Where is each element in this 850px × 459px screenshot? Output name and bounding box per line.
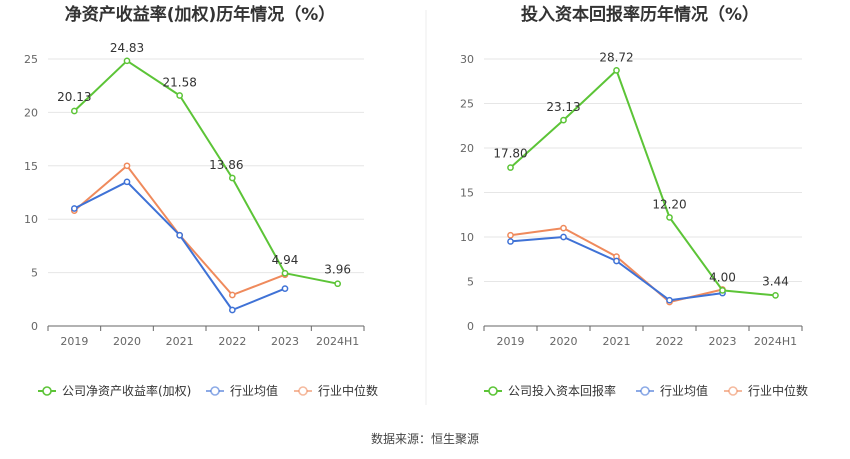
data-point (507, 231, 514, 239)
y-tick-label: 20 (24, 106, 38, 119)
data-point (123, 162, 131, 170)
data-label: 4.94 (272, 253, 299, 267)
data-label: 12.20 (652, 197, 686, 211)
y-tick-label: 25 (24, 53, 38, 66)
data-point (176, 231, 184, 239)
data-point (560, 233, 567, 241)
data-point (772, 292, 779, 299)
data-point (123, 57, 131, 65)
legend-swatch-marker (488, 386, 498, 396)
series-line (73, 164, 286, 296)
data-point (560, 224, 567, 232)
legend-swatch-marker (42, 386, 52, 396)
data-point (560, 116, 567, 124)
y-tick-label: 15 (24, 160, 38, 173)
legend-label: 行业均值 (230, 383, 278, 398)
data-point (281, 269, 289, 277)
data-label: 3.44 (762, 274, 789, 288)
legend-label: 行业中位数 (318, 383, 378, 398)
x-tick-label: 2020 (550, 335, 578, 348)
data-point (176, 92, 184, 99)
legend-swatch-marker (298, 386, 308, 396)
y-tick-label: 15 (460, 187, 474, 200)
series-line (73, 59, 338, 285)
legend-swatch-marker (640, 386, 650, 396)
x-tick-label: 2019 (60, 335, 88, 348)
series-line (73, 180, 286, 311)
y-tick-label: 5 (31, 267, 38, 280)
legend-swatch-marker (728, 386, 738, 396)
data-label: 28.72 (599, 50, 633, 64)
data-label: 17.80 (493, 147, 527, 161)
data-point (70, 107, 78, 115)
data-point (70, 205, 78, 212)
y-tick-label: 10 (24, 213, 38, 226)
data-point (281, 285, 289, 292)
chart-title: 投入资本回报率历年情况（%） (521, 4, 759, 25)
data-point (666, 214, 673, 221)
data-point (613, 67, 620, 74)
data-point (123, 178, 131, 186)
data-label: 24.83 (110, 41, 144, 55)
data-point (666, 296, 673, 304)
x-tick-label: 2023 (271, 335, 299, 348)
y-tick-label: 30 (460, 53, 474, 66)
data-label: 20.13 (57, 90, 91, 104)
chart-title: 净资产收益率(加权)历年情况（%） (65, 4, 336, 25)
data-point (334, 280, 342, 288)
legend-label: 公司投入资本回报率 (508, 383, 616, 398)
x-tick-label: 2024H1 (754, 335, 797, 348)
y-tick-label: 5 (467, 276, 474, 289)
data-label: 21.58 (162, 76, 196, 90)
data-point (228, 291, 236, 299)
data-point (613, 257, 620, 265)
legend-label: 公司净资产收益率(加权) (62, 383, 191, 398)
data-point (719, 287, 726, 294)
data-label: 4.00 (709, 270, 736, 284)
data-label: 23.13 (546, 100, 580, 114)
data-source-label: 数据来源：恒生聚源 (371, 431, 479, 446)
data-point (228, 306, 236, 314)
x-tick-label: 2019 (497, 335, 525, 348)
x-tick-label: 2023 (709, 335, 737, 348)
y-tick-label: 20 (460, 142, 474, 155)
data-point (507, 238, 514, 245)
legend-label: 行业均值 (660, 383, 708, 398)
legend-label: 行业中位数 (748, 383, 808, 398)
data-point (228, 174, 236, 182)
data-label: 3.96 (324, 263, 351, 277)
y-tick-label: 25 (460, 98, 474, 111)
y-tick-label: 0 (467, 320, 474, 333)
legend-swatch-marker (210, 386, 220, 396)
x-tick-label: 2024H1 (316, 335, 359, 348)
x-tick-label: 2020 (113, 335, 141, 348)
y-tick-label: 0 (31, 320, 38, 333)
series-line (509, 69, 776, 297)
y-tick-label: 10 (460, 231, 474, 244)
x-tick-label: 2022 (218, 335, 246, 348)
data-point (507, 164, 514, 171)
data-label: 13.86 (209, 158, 243, 172)
x-tick-label: 2021 (603, 335, 631, 348)
x-tick-label: 2021 (166, 335, 194, 348)
x-tick-label: 2022 (656, 335, 684, 348)
